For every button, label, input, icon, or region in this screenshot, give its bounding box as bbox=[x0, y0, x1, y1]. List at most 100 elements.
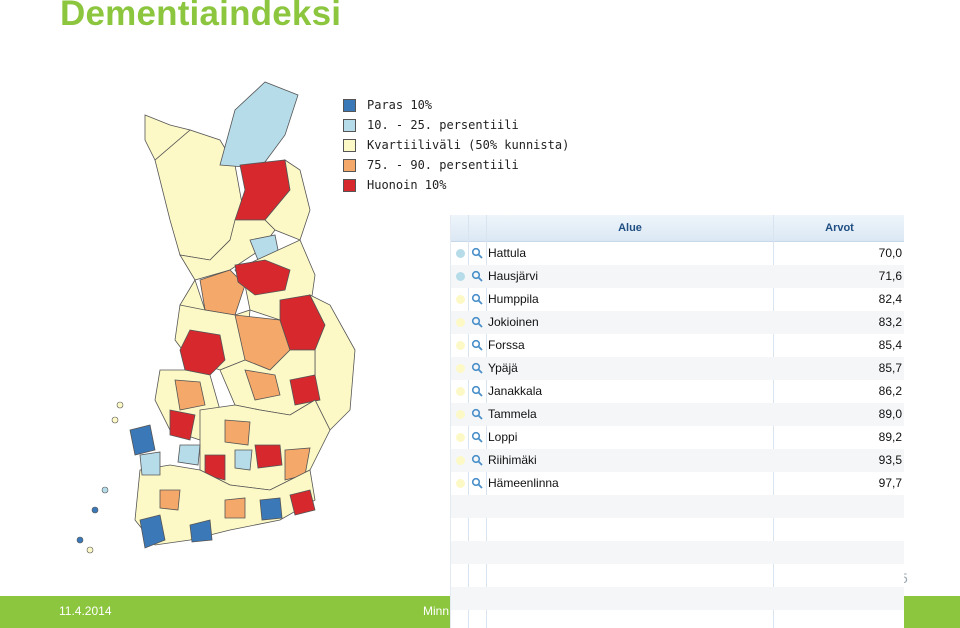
status-dot bbox=[456, 456, 465, 465]
table-row[interactable]: Jokioinen 83,2 bbox=[451, 311, 904, 334]
magnifier-icon[interactable] bbox=[471, 362, 483, 374]
municipality-value: 86,2 bbox=[878, 384, 902, 398]
magnifier-icon[interactable] bbox=[471, 454, 483, 466]
municipality-name: Tammela bbox=[488, 407, 537, 421]
map-region-red-kajaani bbox=[234, 259, 291, 296]
municipality-value: 89,0 bbox=[878, 407, 902, 421]
municipality-value: 83,2 bbox=[878, 315, 902, 329]
map-region-far-north bbox=[219, 81, 299, 168]
status-dot bbox=[456, 364, 465, 373]
municipality-name: Janakkala bbox=[488, 384, 543, 398]
municipality-name: Ypäjä bbox=[488, 361, 518, 375]
municipality-value: 89,2 bbox=[878, 430, 902, 444]
municipality-name: Forssa bbox=[488, 338, 525, 352]
magnifier-icon[interactable] bbox=[471, 431, 483, 443]
map-region-south-blue-1 bbox=[177, 444, 201, 466]
status-dot bbox=[456, 272, 465, 281]
map-archipelago-6 bbox=[86, 546, 94, 554]
map-region-coast-orange-2 bbox=[224, 497, 246, 519]
status-dot bbox=[456, 387, 465, 396]
municipality-name: Jokioinen bbox=[488, 315, 539, 329]
municipality-name: Riihimäki bbox=[488, 453, 537, 467]
legend-swatch bbox=[343, 138, 356, 152]
legend-swatch bbox=[343, 158, 356, 172]
table-row[interactable]: Hämeenlinna 97,7 bbox=[451, 472, 904, 495]
map-archipelago-4 bbox=[91, 506, 99, 514]
legend-swatch bbox=[343, 98, 356, 112]
table-row[interactable]: Riihimäki 93,5 bbox=[451, 449, 904, 472]
map-region-south-red-2 bbox=[254, 444, 283, 469]
municipality-name: Humppila bbox=[488, 292, 539, 306]
municipality-value: 71,6 bbox=[878, 269, 902, 283]
table-body: Hattula 70,0 Hausjärvi 71,6 Humppila 82,4 Joki… bbox=[451, 242, 904, 610]
status-dot bbox=[456, 249, 465, 258]
empty-row bbox=[451, 564, 904, 587]
magnifier-icon[interactable] bbox=[471, 477, 483, 489]
column-header-arvot[interactable]: Arvot bbox=[773, 215, 904, 241]
municipality-value: 97,7 bbox=[878, 476, 902, 490]
status-dot bbox=[456, 479, 465, 488]
empty-row bbox=[451, 495, 904, 518]
municipality-value: 85,7 bbox=[878, 361, 902, 375]
status-dot bbox=[456, 295, 465, 304]
table-row[interactable]: Hattula 70,0 bbox=[451, 242, 904, 265]
status-dot bbox=[456, 341, 465, 350]
footer-date: 11.4.2014 bbox=[59, 604, 112, 618]
map-region-sw-red bbox=[169, 409, 196, 441]
municipality-name: Loppi bbox=[488, 430, 518, 444]
map-region-coast-red bbox=[289, 489, 316, 516]
municipality-value: 82,4 bbox=[878, 292, 902, 306]
legend-swatch bbox=[343, 118, 356, 132]
table-row[interactable]: Humppila 82,4 bbox=[451, 288, 904, 311]
map-region-coast-blue-1 bbox=[139, 514, 166, 549]
municipality-name: Hausjärvi bbox=[488, 269, 539, 283]
table-row[interactable]: Janakkala 86,2 bbox=[451, 380, 904, 403]
magnifier-icon[interactable] bbox=[471, 293, 483, 305]
map-region-coast-blue-3 bbox=[259, 497, 283, 521]
map-archipelago-2 bbox=[111, 416, 119, 424]
table-row[interactable]: Hausjärvi 71,6 bbox=[451, 265, 904, 288]
empty-row bbox=[451, 518, 904, 541]
map-region-west-lightblue bbox=[139, 451, 161, 476]
municipality-name: Hattula bbox=[488, 246, 527, 260]
map-region-central-red bbox=[289, 374, 321, 406]
legend-label: 10. - 25. persentiili bbox=[367, 118, 519, 132]
legend-label: Kvartiiliväli (50% kunnista) bbox=[367, 138, 570, 152]
legend-item: Paras 10% bbox=[343, 95, 569, 115]
magnifier-icon[interactable] bbox=[471, 385, 483, 397]
empty-row bbox=[451, 587, 904, 610]
legend-item: 75. - 90. persentiili bbox=[343, 155, 569, 175]
map-region-orange-west bbox=[199, 269, 246, 316]
map-region-south-orange-1 bbox=[224, 419, 251, 446]
legend-swatch bbox=[343, 178, 356, 192]
magnifier-icon[interactable] bbox=[471, 316, 483, 328]
finland-municipality-map bbox=[76, 81, 356, 554]
table-row[interactable]: Forssa 85,4 bbox=[451, 334, 904, 357]
map-archipelago-1 bbox=[116, 401, 124, 409]
legend-item: Kvartiiliväli (50% kunnista) bbox=[343, 135, 569, 155]
legend-item: 10. - 25. persentiili bbox=[343, 115, 569, 135]
table-row[interactable]: Loppi 89,2 bbox=[451, 426, 904, 449]
status-dot bbox=[456, 318, 465, 327]
magnifier-icon[interactable] bbox=[471, 270, 483, 282]
municipality-value: 85,4 bbox=[878, 338, 902, 352]
magnifier-icon[interactable] bbox=[471, 339, 483, 351]
municipality-value: 70,0 bbox=[878, 246, 902, 260]
table-row[interactable]: Ypäjä 85,7 bbox=[451, 357, 904, 380]
map-region-lapland-west bbox=[179, 219, 276, 281]
table-row[interactable]: Tammela 89,0 bbox=[451, 403, 904, 426]
map-region-lapland-east bbox=[264, 159, 311, 241]
legend-label: Huonoin 10% bbox=[367, 178, 447, 192]
magnifier-icon[interactable] bbox=[471, 408, 483, 420]
map-region-west-blue bbox=[129, 424, 156, 456]
status-dot bbox=[456, 410, 465, 419]
map-region-coast-orange-1 bbox=[159, 489, 181, 511]
map-region-south-red-1 bbox=[204, 454, 226, 481]
status-dot bbox=[456, 433, 465, 442]
table-header: Alue Arvot bbox=[451, 215, 904, 242]
page-title: Dementiaindeksi bbox=[60, 0, 342, 33]
column-header-alue[interactable]: Alue bbox=[618, 222, 642, 234]
map-region-central-orange bbox=[244, 369, 281, 401]
map-region-coast-blue-2 bbox=[189, 519, 213, 543]
magnifier-icon[interactable] bbox=[471, 247, 483, 259]
